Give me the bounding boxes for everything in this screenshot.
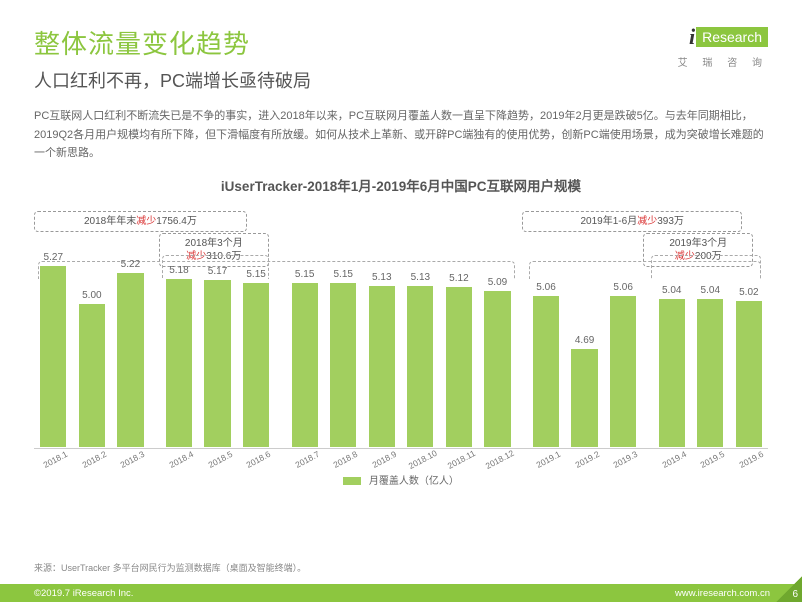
- bar-value-label: 5.13: [411, 272, 430, 283]
- bar-col: 5.17: [198, 247, 237, 447]
- bar-value-label: 5.00: [82, 290, 101, 301]
- legend-swatch-icon: [343, 477, 361, 485]
- bar-rect: [166, 279, 192, 448]
- logo-i-icon: i: [689, 24, 695, 50]
- bar-value-label: 5.18: [169, 265, 188, 276]
- description-paragraph: PC互联网人口红利不断流失已是不争的事实，进入2018年以来，PC互联网月覆盖人…: [0, 93, 802, 163]
- bar-rect: [407, 286, 433, 447]
- bar-chart: 2018年年末减少1756.4万2018年3个月减少310.6万2019年1-6…: [34, 205, 768, 485]
- bar-col: 5.02: [730, 247, 769, 447]
- bar-rect: [204, 280, 230, 447]
- bar-col: 5.13: [401, 247, 440, 447]
- bar-col: 5.06: [604, 247, 643, 447]
- chart-title: iUserTracker-2018年1月-2019年6月中国PC互联网用户规模: [34, 175, 768, 195]
- x-axis-label: 2018.1: [42, 449, 70, 470]
- bar-value-label: 5.17: [208, 266, 227, 277]
- bar-value-label: 5.06: [613, 282, 632, 293]
- annotation-box: 2018年年末减少1756.4万: [34, 211, 247, 232]
- bar-rect: [292, 283, 318, 447]
- x-axis-label: 2019.4: [660, 449, 688, 470]
- bar-rect: [369, 286, 395, 447]
- bar-value-label: 5.02: [739, 287, 758, 298]
- x-axis-label: 2018.5: [206, 449, 234, 470]
- bar-rect: [79, 304, 105, 447]
- page-number-corner: 6: [776, 576, 802, 602]
- bar-value-label: 5.15: [246, 269, 265, 280]
- x-axis-label: 2019.1: [535, 449, 563, 470]
- x-axis-label: 2019.3: [612, 449, 640, 470]
- x-axis-label: 2018.2: [80, 449, 108, 470]
- bar-value-label: 5.06: [536, 282, 555, 293]
- chart-legend: 月覆盖人数（亿人）: [34, 472, 768, 487]
- bar-rect: [117, 273, 143, 447]
- x-axis-label: 2018.9: [370, 449, 398, 470]
- x-axis-label: 2018.12: [484, 448, 516, 471]
- chart-area: iUserTracker-2018年1月-2019年6月中国PC互联网用户规模 …: [0, 163, 802, 485]
- logo: i Research 艾 瑞 咨 询: [678, 24, 768, 69]
- bar-col: 5.15: [237, 247, 276, 447]
- bar-rect: [40, 266, 66, 447]
- bar-value-label: 5.27: [44, 252, 63, 263]
- bar-col: 5.04: [691, 247, 730, 447]
- bar-rect: [659, 299, 685, 448]
- bar-rect: [736, 301, 762, 447]
- annotation-box: 2019年1-6月减少393万: [522, 211, 742, 232]
- bar-col: 5.00: [73, 247, 112, 447]
- footer-bar: ©2019.7 iResearch Inc. www.iresearch.com…: [0, 584, 802, 602]
- logo-cn-text: 艾 瑞 咨 询: [678, 54, 768, 69]
- bar-rect: [446, 287, 472, 447]
- bar-col: 5.04: [652, 247, 691, 447]
- bar-col: 5.09: [478, 247, 517, 447]
- bar-col: 5.15: [324, 247, 363, 447]
- bar-rect: [697, 299, 723, 448]
- bar-rect: [484, 291, 510, 447]
- bar-rect: [243, 283, 269, 447]
- bar-value-label: 5.04: [701, 285, 720, 296]
- bar-value-label: 5.22: [121, 259, 140, 270]
- footer-url: www.iresearch.com.cn: [675, 588, 770, 599]
- bar-rect: [571, 349, 597, 448]
- bar-value-label: 5.15: [333, 269, 352, 280]
- bar-value-label: 4.69: [575, 335, 594, 346]
- bar-value-label: 5.15: [295, 269, 314, 280]
- x-axis-label: 2019.6: [737, 449, 765, 470]
- x-axis-label: 2018.6: [245, 449, 273, 470]
- x-axis-label: 2018.7: [293, 449, 321, 470]
- x-axis-label: 2019.5: [699, 449, 727, 470]
- copyright-text: ©2019.7 iResearch Inc.: [34, 588, 133, 599]
- page-number: 6: [792, 589, 798, 600]
- source-text: 来源：UserTracker 多平台网民行为监测数据库（桌面及智能终端）。: [34, 561, 306, 574]
- sub-title: 人口红利不再，PC端增长亟待破局: [34, 67, 311, 93]
- bar-col: 5.18: [160, 247, 199, 447]
- bar-col: 4.69: [565, 247, 604, 447]
- x-axis-label: 2019.2: [573, 449, 601, 470]
- bar-rect: [330, 283, 356, 447]
- x-axis-label: 2018.8: [332, 449, 360, 470]
- x-axis-label: 2018.11: [446, 448, 477, 471]
- bar-col: 5.15: [285, 247, 324, 447]
- bar-col: 5.06: [527, 247, 566, 447]
- bar-col: 5.12: [440, 247, 479, 447]
- x-axis-label: 2018.4: [167, 449, 195, 470]
- bar-rect: [533, 296, 559, 447]
- bar-col: 5.27: [34, 247, 73, 447]
- main-title: 整体流量变化趋势: [34, 24, 311, 61]
- bar-value-label: 5.13: [372, 272, 391, 283]
- logo-research-text: Research: [696, 27, 768, 47]
- bar-value-label: 5.09: [488, 277, 507, 288]
- bar-col: 5.13: [363, 247, 402, 447]
- bar-rect: [610, 296, 636, 447]
- bar-value-label: 5.04: [662, 285, 681, 296]
- bar-col: 5.22: [111, 247, 150, 447]
- bar-value-label: 5.12: [449, 273, 468, 284]
- x-axis-label: 2018.3: [119, 449, 147, 470]
- legend-label: 月覆盖人数（亿人）: [369, 476, 459, 487]
- x-axis-label: 2018.10: [407, 448, 439, 471]
